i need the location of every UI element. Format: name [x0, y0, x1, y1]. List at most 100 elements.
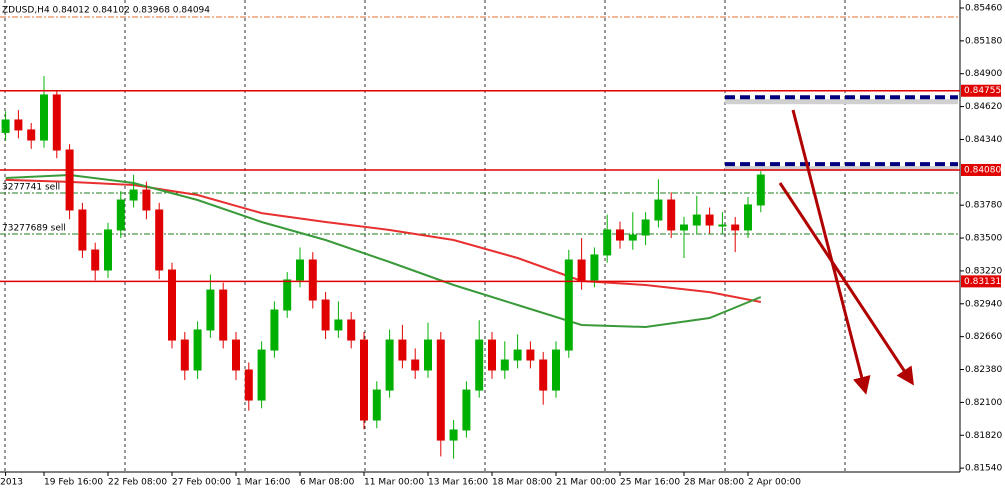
level-label: 0.83131 [964, 277, 1001, 287]
zone-shadow [725, 166, 958, 172]
plot: 0.85460 0.85180 0.84900 0.84620 0.84340 0.837… [0, 3, 1002, 488]
y-tick-label: 0.81820 [965, 431, 1002, 441]
candle-body [756, 174, 765, 206]
candle-body [590, 254, 599, 281]
x-tick-label: 11 Mar 00:00 [364, 478, 424, 488]
x-tick-label: 25 Mar 16:00 [620, 478, 680, 488]
y-tick-label: 0.82380 [965, 365, 1002, 375]
candle-body [78, 209, 87, 251]
candle-body [398, 339, 407, 361]
level-tag [961, 163, 1001, 176]
candle-body [564, 259, 573, 351]
candle-body [436, 339, 445, 441]
candle-body [744, 204, 752, 231]
candle-body [104, 229, 112, 271]
candle-body [488, 339, 496, 371]
candle-body [232, 339, 240, 371]
candle-body [257, 349, 266, 401]
candle-body [180, 339, 189, 371]
x-tick-label: 18 Mar 08:00 [492, 478, 552, 488]
candle-body [65, 149, 74, 211]
candle-body [475, 339, 484, 391]
candle-body [142, 189, 151, 211]
y-tick-label: 0.84340 [965, 135, 1002, 145]
x-tick-label: 19 Feb 16:00 [44, 478, 103, 488]
candle-body [462, 389, 471, 431]
candle-body [616, 229, 624, 241]
x-tick-label: 13 Mar 16:00 [428, 478, 488, 488]
candle-body [526, 349, 535, 361]
x-tick-label: eb 2013 [0, 478, 23, 488]
candle-body [206, 289, 215, 331]
candle-body [372, 389, 381, 421]
candle-body [321, 299, 330, 331]
candle-body [731, 224, 740, 231]
candle-body [360, 339, 368, 421]
zone-shadow [725, 99, 958, 105]
arrow [791, 109, 871, 395]
candle-body [308, 259, 317, 301]
x-tick-label: 1 Mar 16:00 [236, 478, 291, 488]
candle-body [577, 259, 586, 281]
level-label: 0.84755 [964, 86, 1001, 96]
candle-body [270, 309, 279, 351]
candle-body [385, 339, 394, 391]
candle-body [168, 269, 176, 341]
arrow [778, 182, 914, 386]
y-tick-label: 0.85180 [965, 36, 1002, 46]
x-tick-label: 27 Feb 00:00 [172, 478, 231, 488]
candle-body [14, 119, 23, 131]
candle-body [334, 319, 343, 331]
chart-title: ZDUSD,H4 0.84012 0.84102 0.83968 0.84094 [2, 6, 210, 16]
candle-body [40, 94, 48, 141]
x-tick-label: 2 Apr 00:00 [748, 478, 801, 488]
candle-body [692, 214, 701, 226]
candle-body [718, 224, 727, 227]
y-tick-label: 0.83780 [965, 201, 1002, 211]
candle-body [680, 224, 688, 231]
x-tick-label: 28 Mar 08:00 [684, 478, 744, 488]
candle-body [449, 429, 458, 441]
candle-body [552, 349, 560, 391]
candle-body [603, 229, 612, 256]
order-label: 3277741 sell [2, 182, 60, 192]
x-tick-label: 22 Feb 08:00 [108, 478, 167, 488]
candle-body [283, 279, 292, 311]
candle-body [193, 329, 202, 371]
candle-body [116, 199, 125, 231]
level-tag [961, 275, 1001, 288]
candle-body [411, 359, 420, 371]
y-tick-label: 0.82660 [965, 332, 1002, 342]
candle-body [129, 189, 138, 201]
y-tick-label: 0.84620 [965, 102, 1002, 112]
candle-body [513, 349, 522, 361]
y-tick-label: 0.83220 [965, 266, 1002, 276]
candle-body [219, 289, 228, 341]
candle-body [155, 209, 164, 271]
candle-body [424, 339, 432, 371]
candle-body [667, 199, 676, 231]
candle-body [91, 249, 100, 271]
level-tag [961, 84, 1001, 97]
candle-body [641, 219, 650, 236]
candle-body [1, 119, 10, 133]
x-tick-label: 6 Mar 08:00 [300, 478, 355, 488]
candle-body [654, 199, 663, 221]
candle-body [347, 319, 356, 341]
candle-body [539, 359, 548, 391]
level-label: 0.84080 [964, 165, 1001, 175]
y-tick-label: 0.84900 [965, 69, 1002, 79]
candle-body [500, 359, 509, 371]
candle-body [296, 259, 304, 281]
candle-body [628, 234, 637, 241]
y-tick-label: 0.83500 [965, 234, 1002, 244]
candle-body [27, 129, 36, 141]
candle-body [244, 369, 253, 401]
candle-body [705, 214, 714, 226]
x-tick-label: 21 Mar 00:00 [556, 478, 616, 488]
y-tick-label: 0.82100 [965, 398, 1002, 408]
y-tick-label: 0.85460 [965, 3, 1002, 13]
